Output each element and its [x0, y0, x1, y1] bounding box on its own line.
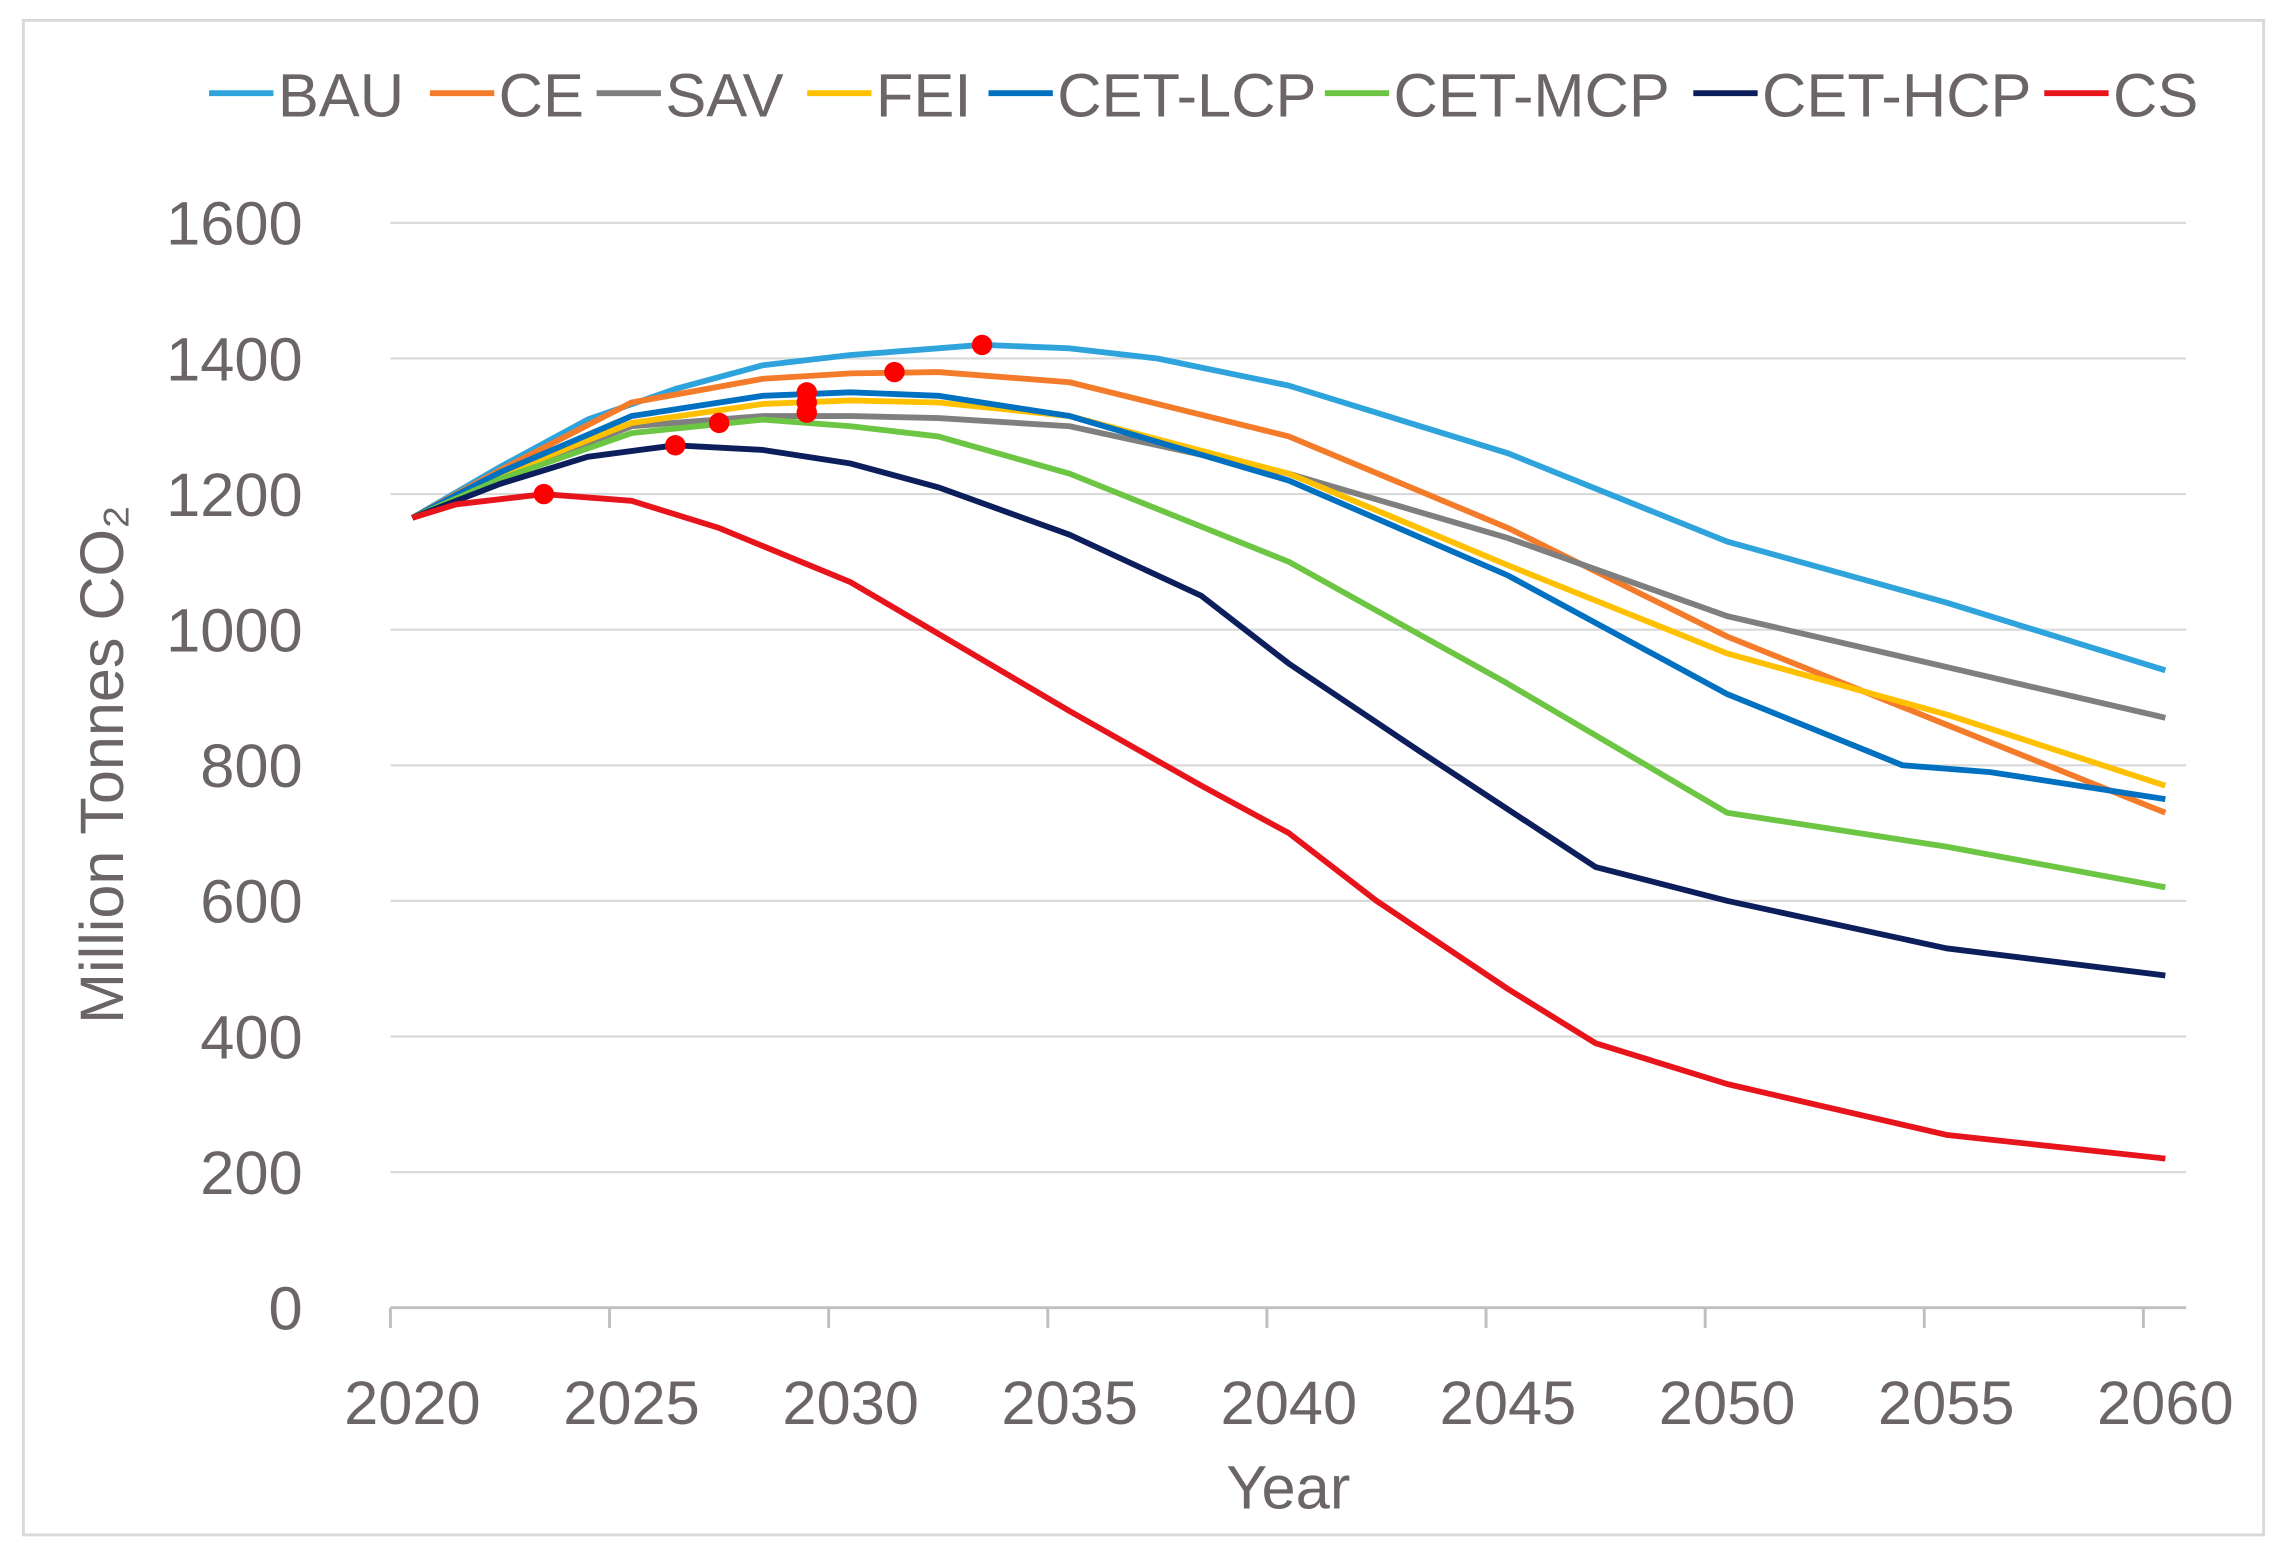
legend-item-ce: CE [429, 62, 584, 130]
x-tick-label: 2055 [1878, 1369, 2015, 1437]
x-tick-label: 2040 [1221, 1369, 1358, 1437]
peak-marker-cet-hcp [665, 435, 686, 456]
y-axis-ticks: 0 200 400 600 800 1000 1200 1400 1600 [166, 190, 303, 1343]
legend-label: CET-HCP [1762, 62, 2031, 130]
legend-item-cet-lcp: CET-LCP [988, 62, 1316, 130]
legend-item-cs: CS [2044, 62, 2198, 130]
x-tick-label: 2035 [1001, 1369, 1138, 1437]
x-axis-label: Year [1226, 1454, 1350, 1522]
series-line-fei [411, 397, 2167, 789]
y-tick-label: 1000 [166, 597, 303, 665]
gridlines [390, 221, 2187, 1174]
legend-label: FEI [876, 62, 972, 130]
legend-item-cet-mcp: CET-MCP [1324, 62, 1670, 130]
x-tick-label: 2050 [1659, 1369, 1796, 1437]
legend-item-bau: BAU [209, 62, 404, 130]
legend: BAU CE SAV FEI CET-LCP CET-MCP CET-HCP CS [209, 62, 2198, 130]
chart-frame [21, 18, 2266, 1537]
x-tick-label: 2030 [782, 1369, 919, 1437]
legend-label: CET-LCP [1057, 62, 1316, 130]
legend-label: CET-MCP [1394, 62, 1670, 130]
y-axis-label: Million Tonnes CO₂ [68, 505, 136, 1024]
y-tick-label: 800 [200, 732, 302, 800]
legend-item-cet-hcp: CET-HCP [1693, 62, 2032, 130]
legend-label: BAU [278, 62, 404, 130]
y-tick-label: 1600 [166, 190, 303, 258]
legend-item-sav: SAV [596, 62, 784, 130]
y-tick-label: 1400 [166, 325, 303, 393]
x-tick-label: 2020 [344, 1369, 481, 1437]
y-tick-label: 600 [200, 868, 302, 936]
legend-label: CS [2113, 62, 2198, 130]
y-tick-label: 1200 [166, 461, 303, 529]
peak-marker-cet-mcp [708, 412, 730, 434]
x-tick-label: 2045 [1440, 1369, 1577, 1437]
peak-marker-cet-lcp [796, 382, 818, 403]
legend-label: SAV [665, 62, 783, 130]
x-tick-label: 2025 [563, 1369, 700, 1437]
x-tick-label: 2060 [2097, 1369, 2234, 1437]
series-line-cet-hcp [411, 442, 2166, 979]
series-line-ce [410, 369, 2167, 816]
peak-marker-bau [971, 334, 993, 356]
y-tick-label: 200 [200, 1139, 302, 1207]
x-axis: 2020 2025 2030 2035 2040 2045 2050 2055 2060 [344, 1306, 2234, 1437]
series-line-cet-mcp [411, 416, 2166, 891]
peak-marker-cs [533, 483, 555, 505]
y-tick-label: 400 [200, 1003, 302, 1071]
legend-item-fei: FEI [807, 62, 972, 130]
series-line-cs [411, 491, 2166, 1162]
series-line-cet-lcp [411, 389, 2166, 803]
peak-markers [533, 334, 993, 505]
y-tick-label: 0 [269, 1275, 303, 1343]
legend-label: CE [499, 62, 584, 130]
peak-marker-ce [884, 361, 905, 383]
